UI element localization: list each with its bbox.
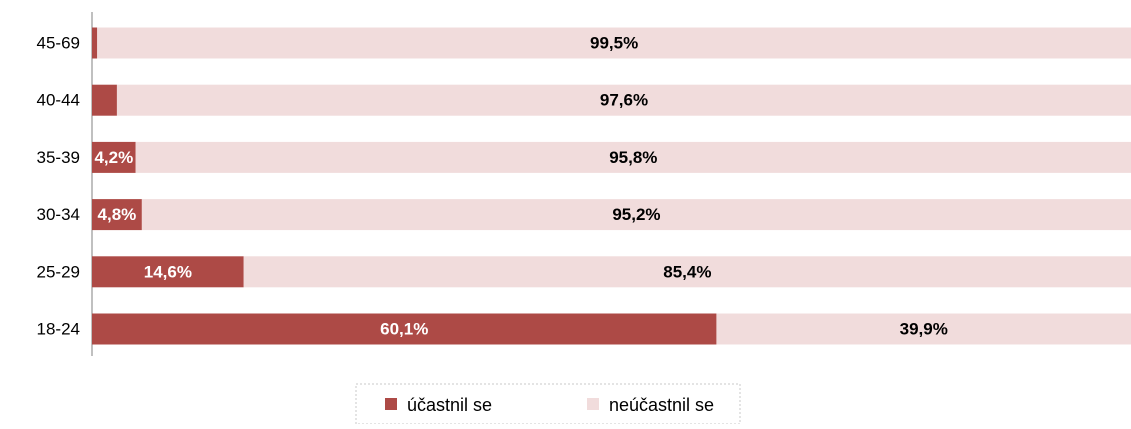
bar-segment <box>116 84 1131 116</box>
bar-segment <box>92 84 117 116</box>
data-label: 97,6% <box>600 91 648 110</box>
data-label: 95,2% <box>612 205 660 224</box>
bar-segment <box>92 256 244 288</box>
bar-segment <box>243 256 1131 288</box>
legend-swatch <box>385 398 397 410</box>
bar-segment <box>135 141 1131 173</box>
data-label: 39,9% <box>900 320 948 339</box>
data-label: 95,8% <box>609 148 657 167</box>
data-label: 14,6% <box>144 262 192 281</box>
bar-segment <box>141 199 1131 231</box>
data-label: 4,8% <box>98 205 137 224</box>
data-label: 99,5% <box>590 34 638 53</box>
y-tick-label: 35-39 <box>37 148 80 167</box>
bar-segment <box>92 141 136 173</box>
legend-label: neúčastnil se <box>609 395 714 415</box>
data-label: 60,1% <box>380 320 428 339</box>
legend-swatch <box>587 398 599 410</box>
bar-segment <box>716 313 1131 345</box>
bar-segment <box>92 313 717 345</box>
y-tick-label: 30-34 <box>37 205 80 224</box>
legend-label: účastnil se <box>407 395 492 415</box>
bar-segment <box>92 199 142 231</box>
y-tick-label: 25-29 <box>37 262 80 281</box>
data-label: 4,2% <box>94 148 133 167</box>
bar-segment <box>92 27 98 59</box>
legend-box <box>355 383 741 425</box>
y-tick-label: 40-44 <box>37 91 80 110</box>
data-label: 85,4% <box>663 262 711 281</box>
y-tick-label: 18-24 <box>37 320 80 339</box>
bar-segment <box>97 27 1131 59</box>
y-tick-label: 45-69 <box>37 34 80 53</box>
